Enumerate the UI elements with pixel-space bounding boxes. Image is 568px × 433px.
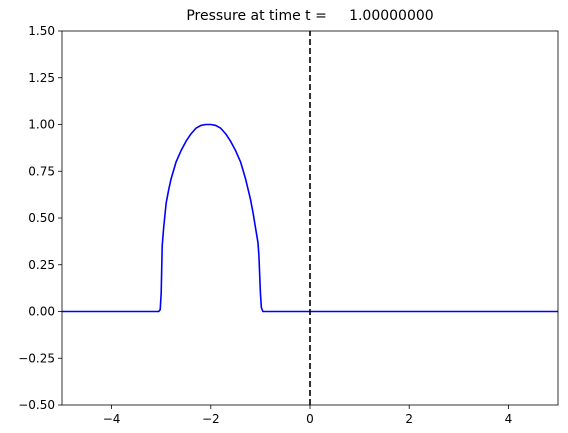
- y-tick-label: 1.00: [28, 118, 55, 132]
- y-tick-label: 0.00: [28, 305, 55, 319]
- y-tick-label: 0.25: [28, 258, 55, 272]
- x-tick-label: 2: [405, 412, 413, 426]
- x-tick-label: 0: [306, 412, 314, 426]
- x-tick-label: −2: [202, 412, 220, 426]
- y-tick-label: 1.50: [28, 24, 55, 38]
- y-tick-label: 0.50: [28, 211, 55, 225]
- chart-title: Pressure at time t = 1.00000000: [186, 8, 433, 24]
- y-tick-label: −0.50: [18, 398, 55, 412]
- y-axis: −0.50 −0.25 0.00 0.25 0.50 0.75 1.00 1.25 1.50: [18, 24, 62, 412]
- y-tick-label: −0.25: [18, 351, 55, 365]
- y-tick-label: 0.75: [28, 164, 55, 178]
- y-tick-label: 1.25: [28, 71, 55, 85]
- pressure-series-line: [62, 123, 558, 313]
- x-tick-label: 4: [505, 412, 513, 426]
- plot-frame: [61, 30, 559, 406]
- x-tick-label: −4: [103, 412, 121, 426]
- plot-area: [62, 31, 558, 405]
- x-axis: −4 −2 0 2 4: [103, 405, 512, 426]
